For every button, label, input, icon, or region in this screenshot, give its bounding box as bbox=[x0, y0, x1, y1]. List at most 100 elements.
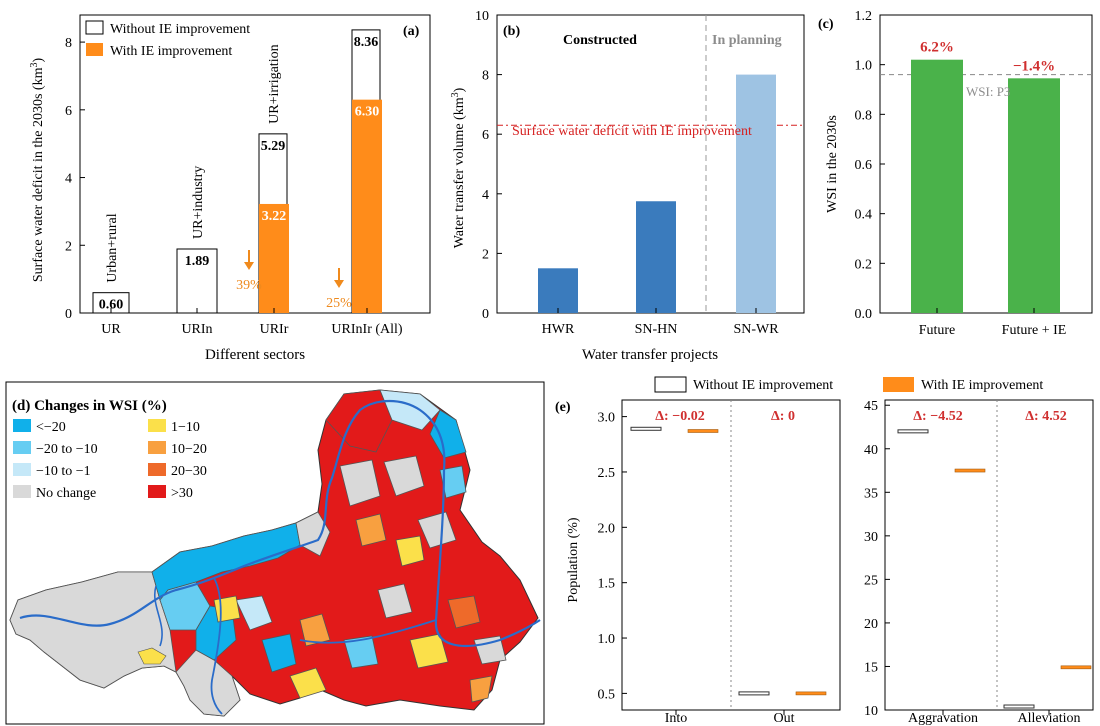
legend-label-with: With IE improvement bbox=[110, 44, 232, 59]
panel-e-tag: (e) bbox=[555, 400, 571, 415]
map-region-decrease-south bbox=[343, 635, 379, 669]
bar-without-label-0: 0.60 bbox=[99, 298, 124, 313]
bar-without-label-2: 5.29 bbox=[261, 139, 286, 154]
legend-label-without: Without IE improvement bbox=[110, 22, 250, 37]
panel-a-ytick-label: 0 bbox=[65, 307, 72, 322]
bar-without-label-1: 1.89 bbox=[185, 254, 210, 269]
panel-e-left-box-with-1 bbox=[795, 691, 827, 696]
panel-e-right-ytick-label: 40 bbox=[864, 443, 878, 458]
bar-without-label-3: 8.36 bbox=[354, 35, 379, 50]
panel-a-category-annotation-1: UR+industry bbox=[191, 166, 206, 239]
panel-e-right-box-with-0 bbox=[954, 468, 986, 473]
map-region-no-change-loop-b bbox=[383, 455, 425, 497]
map-legend-label-7: >30 bbox=[171, 486, 193, 501]
panel-a-category-annotation-0: Urban+rural bbox=[105, 213, 120, 282]
panel-c: (c) 0.0 0.2 0.4 0.6 0.8 1.0 1.2 6.2% Future −1.4… bbox=[818, 9, 1093, 338]
panel-e-boxes bbox=[630, 426, 1092, 709]
panel-e-left-ytick-label: 1.0 bbox=[598, 632, 616, 647]
section-constructed: Constructed bbox=[563, 33, 637, 48]
panel-a-category-3: URInIr (All) bbox=[331, 322, 402, 337]
panel-e-ylabel: Population (%) bbox=[566, 517, 581, 602]
bar-with-label-2: 3.22 bbox=[262, 209, 287, 224]
panel-e-left-box-without-0 bbox=[630, 426, 662, 431]
panel-e-right-ytick-label: 35 bbox=[864, 486, 878, 501]
map-region-no-change-loop bbox=[339, 459, 381, 507]
bar-with-3 bbox=[352, 99, 382, 313]
panel-e-left-ytick-label: 1.5 bbox=[598, 577, 616, 592]
delta-out: Δ: 0 bbox=[771, 409, 795, 424]
panel-b-category-1: SN-HN bbox=[635, 322, 678, 337]
panel-a-tag: (a) bbox=[403, 24, 420, 39]
panel-a-ytick-label: 2 bbox=[65, 239, 72, 254]
map-legend-swatch-4 bbox=[13, 463, 31, 476]
reduction-arrow-head-0 bbox=[244, 262, 254, 270]
panel-b-xlabel: Water transfer projects bbox=[582, 347, 718, 363]
transfer-bar-0 bbox=[538, 268, 578, 313]
panel-a-frame bbox=[79, 14, 431, 314]
panel-e-right-category-0: Aggravation bbox=[908, 711, 978, 726]
panel-a-axes: 0 2 4 6 8 bbox=[65, 36, 85, 322]
panel-e-axes: 0.5 1.0 1.5 2.0 2.5 3.0 Into Out 10 15 20 25 30 35 40 4… bbox=[598, 399, 1081, 726]
panel-e-right-category-1: Alleviation bbox=[1018, 711, 1081, 726]
delta-aggravation: Δ: −4.52 bbox=[913, 409, 962, 424]
tributary-river-west bbox=[210, 577, 223, 715]
map-legend-swatch-3 bbox=[148, 441, 166, 454]
panel-a-category-0: UR bbox=[101, 322, 121, 337]
wsi-threshold-label: WSI: P3 bbox=[966, 84, 1010, 99]
reduction-label-0: 39% bbox=[236, 278, 262, 293]
panel-a-legend: Without IE improvement With IE improveme… bbox=[85, 20, 250, 59]
map-legend-label-6: No change bbox=[36, 486, 96, 501]
map-legend-swatch-2 bbox=[13, 441, 31, 454]
panel-a-ylabel: Surface water deficit in the 2030s (km3) bbox=[29, 58, 46, 283]
wsi-bar-0 bbox=[911, 59, 963, 314]
map-legend-swatch-6 bbox=[13, 485, 31, 498]
bar-with-label-3: 6.30 bbox=[355, 105, 380, 120]
panel-a-category-1: URIn bbox=[181, 322, 212, 337]
panel-e-right-ytick-label: 45 bbox=[864, 399, 878, 414]
map-region-no-change-south bbox=[377, 583, 413, 619]
panel-a-category-annotation-2: UR+irrigation bbox=[267, 44, 282, 123]
wsi-change-label-0: 6.2% bbox=[920, 40, 954, 56]
panel-e-left-ytick-label: 3.0 bbox=[598, 411, 616, 426]
panel-a-category-2: URIr bbox=[260, 322, 289, 337]
deficit-line-label: Surface water deficit with IE improvemen… bbox=[512, 124, 752, 139]
panel-c-ytick-label: 1.2 bbox=[855, 9, 873, 24]
legend-swatch-without-e bbox=[654, 376, 687, 393]
panel-a-ytick-label: 4 bbox=[65, 172, 72, 187]
panel-e-right-frame bbox=[884, 399, 1094, 711]
legend-label-with-e: With IE improvement bbox=[921, 378, 1043, 393]
delta-alleviation: Δ: 4.52 bbox=[1025, 409, 1066, 424]
panel-b-ytick-label: 6 bbox=[482, 128, 489, 143]
legend-swatch-with-e bbox=[883, 377, 914, 392]
legend-swatch-without bbox=[85, 20, 104, 35]
wsi-change-label-1: −1.4% bbox=[1013, 58, 1055, 74]
map-region-small-increase-a bbox=[395, 535, 425, 567]
panel-c-ytick-label: 0.4 bbox=[855, 208, 873, 223]
wsi-bar-1 bbox=[1008, 78, 1060, 313]
panel-e: Without IE improvement With IE improveme… bbox=[555, 376, 1094, 726]
wsi-change-map bbox=[9, 389, 541, 717]
map-region-no-change-west bbox=[9, 571, 177, 689]
panel-e-right-box-with-1 bbox=[1060, 665, 1092, 670]
map-legend-label-3: 10−20 bbox=[171, 442, 207, 457]
map-region-strong-decrease-ne bbox=[429, 409, 467, 459]
map-legend-label-4: −10 to −1 bbox=[36, 464, 91, 479]
panel-e-right-ytick-label: 25 bbox=[864, 573, 878, 588]
map-region-small-increase-c bbox=[409, 633, 449, 669]
map-region-no-change-east bbox=[417, 511, 457, 549]
panel-e-right-ytick-label: 30 bbox=[864, 530, 878, 545]
panel-e-left-ytick-label: 2.0 bbox=[598, 521, 616, 536]
panel-e-right-ytick-label: 15 bbox=[864, 660, 878, 675]
map-region-no-change-southeast bbox=[473, 635, 507, 665]
map-legend-label-2: −20 to −10 bbox=[36, 442, 98, 457]
panel-c-ytick-label: 0.2 bbox=[855, 257, 873, 272]
panel-b: (b) Constructed In planning 0 2 4 6 8 10 HWR S… bbox=[450, 9, 805, 363]
panel-e-left-category-0: Into bbox=[665, 711, 688, 726]
transfer-bar-2 bbox=[736, 74, 776, 313]
panel-e-left-category-1: Out bbox=[774, 711, 795, 726]
panel-e-left-box-without-1 bbox=[738, 691, 770, 696]
panel-d-tag: (d) Changes in WSI (%) bbox=[12, 398, 167, 414]
panel-e-left-ytick-label: 2.5 bbox=[598, 466, 616, 481]
panel-b-ylabel: Water transfer volume (km3) bbox=[450, 87, 467, 248]
